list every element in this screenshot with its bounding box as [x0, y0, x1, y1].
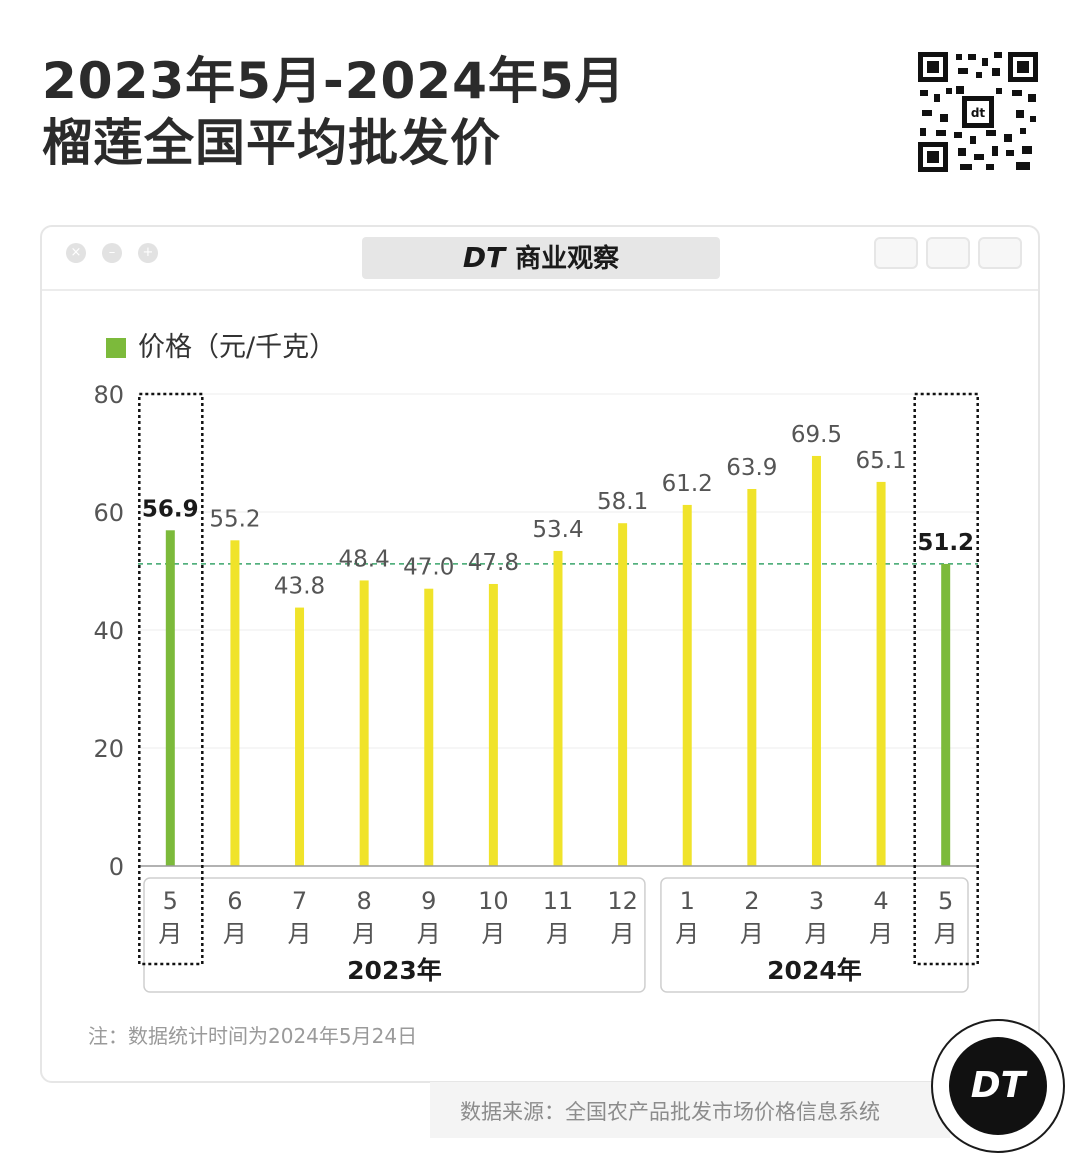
value-label: 58.1 [597, 489, 648, 515]
bar [682, 504, 692, 866]
bars [165, 455, 951, 866]
brand-bar: DT 商业观察 [362, 237, 720, 279]
bar [424, 588, 434, 866]
value-label: 56.9 [142, 496, 199, 522]
dt-badge-logo: DT [931, 1019, 1065, 1153]
brand-logo: DT [462, 241, 506, 274]
y-tick-label: 0 [109, 853, 124, 881]
y-axis-ticks: 0 20 40 60 80 [93, 381, 124, 881]
close-icon[interactable]: × [66, 243, 86, 263]
x-tick-label: 9 [421, 887, 436, 915]
page-title: 2023年5月-2024年5月 榴莲全国平均批发价 [42, 50, 626, 174]
x-tick-label: 10 [478, 887, 509, 915]
brand-text: 商业观察 [515, 244, 620, 274]
value-label: 63.9 [726, 455, 777, 481]
value-label: 69.5 [791, 422, 842, 448]
x-tick-unit: 月 [417, 920, 441, 948]
value-label: 55.2 [209, 506, 260, 532]
svg-text:dt: dt [971, 106, 986, 120]
year-groups: 2023年 2024年 [143, 877, 969, 993]
value-label: 61.2 [662, 471, 713, 497]
maximize-icon[interactable]: + [138, 243, 158, 263]
x-tick-unit: 月 [804, 920, 828, 948]
record-icon[interactable] [874, 237, 918, 269]
bar [876, 481, 886, 866]
highlight-box [913, 392, 979, 966]
year-group-label: 2023年 [347, 956, 442, 985]
x-tick-unit: 月 [740, 920, 764, 948]
x-tick-label: 5 [938, 887, 953, 915]
source-tab [430, 1082, 950, 1138]
x-tick-unit: 月 [611, 920, 635, 948]
bar [618, 523, 628, 866]
x-tick-label: 7 [292, 887, 307, 915]
value-label: 53.4 [532, 517, 583, 543]
x-tick-label: 8 [357, 887, 372, 915]
x-tick-label: 1 [680, 887, 695, 915]
x-tick-label: 4 [873, 887, 888, 915]
share-icon[interactable] [926, 237, 970, 269]
footnote: 注：数据统计时间为2024年5月24日 [88, 1024, 418, 1048]
bar [488, 583, 498, 866]
x-tick-unit: 月 [158, 920, 182, 948]
value-label: 65.1 [855, 448, 906, 474]
window-toolbar: × – + DT 商业观察 [42, 227, 1038, 291]
browser-window: × – + DT 商业观察 [40, 225, 1040, 1083]
value-label: 47.8 [468, 550, 519, 576]
year-group-label: 2024年 [767, 956, 862, 985]
highlight-boxes [138, 392, 979, 966]
bar [747, 488, 757, 866]
copy-icon[interactable] [978, 237, 1022, 269]
value-label: 48.4 [339, 546, 390, 572]
value-label: 51.2 [917, 530, 974, 556]
minimize-icon[interactable]: – [102, 243, 122, 263]
x-tick-label: 6 [227, 887, 242, 915]
y-tick-label: 80 [93, 381, 124, 409]
x-tick-unit: 月 [934, 920, 958, 948]
x-tick-unit: 月 [869, 920, 893, 948]
highlight-box [138, 392, 204, 966]
bar [295, 607, 305, 866]
bar [811, 455, 821, 866]
x-tick-unit: 月 [675, 920, 699, 948]
value-labels: 56.9 55.2 43.8 48.4 47.0 47.8 53.4 58.1 61.2 63.9… [142, 422, 974, 600]
year-group-box [143, 877, 646, 993]
title-line-2: 榴莲全国平均批发价 [42, 114, 501, 172]
value-label: 47.0 [403, 555, 454, 581]
x-tick-unit: 月 [288, 920, 312, 948]
y-tick-label: 40 [93, 617, 124, 645]
x-tick-label: 5 [163, 887, 178, 915]
source-note: 数据来源：全国农产品批发市场价格信息系统 [460, 1100, 880, 1124]
x-tick-label: 11 [543, 887, 574, 915]
x-tick-label: 2 [744, 887, 759, 915]
chart-legend: 价格（元/千克） [106, 330, 336, 366]
dt-badge-text: DT [949, 1037, 1047, 1135]
qr-code-icon[interactable]: dt [916, 50, 1040, 174]
title-line-1: 2023年5月-2024年5月 [42, 52, 626, 110]
bar [359, 580, 369, 866]
y-tick-label: 60 [93, 499, 124, 527]
x-tick-unit: 月 [223, 920, 247, 948]
bar [553, 550, 563, 866]
x-axis-labels: 5 月 6 月 7 月 8 月 9 月 10 月 11 月 12 月 1 月 2 月 3 月 4 月 5 月 [158, 887, 957, 948]
bar [165, 530, 175, 866]
y-tick-label: 20 [93, 735, 124, 763]
x-tick-label: 12 [607, 887, 638, 915]
legend-swatch [106, 338, 126, 358]
x-tick-unit: 月 [352, 920, 376, 948]
value-label: 43.8 [274, 574, 325, 600]
x-tick-unit: 月 [481, 920, 505, 948]
year-group-box [660, 877, 969, 993]
bar [941, 563, 951, 866]
x-tick-unit: 月 [546, 920, 570, 948]
bar [230, 540, 240, 866]
x-tick-label: 3 [809, 887, 824, 915]
legend-label: 价格（元/千克） [138, 332, 337, 363]
